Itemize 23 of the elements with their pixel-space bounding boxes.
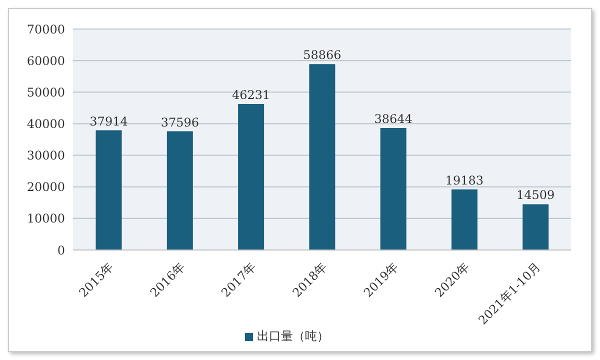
y-tick-label: 60000 xyxy=(26,54,65,68)
y-tick-label: 10000 xyxy=(26,212,65,226)
data-label: 19183 xyxy=(445,173,484,188)
data-label: 14509 xyxy=(516,188,555,202)
bar xyxy=(380,128,406,250)
bar xyxy=(96,130,122,250)
y-tick-label: 40000 xyxy=(26,116,65,131)
bar xyxy=(522,204,549,250)
y-tick-label: 50000 xyxy=(26,85,65,100)
bar xyxy=(309,64,336,250)
y-tick-label: 0 xyxy=(57,243,65,258)
bar xyxy=(238,104,264,250)
y-tick-label: 70000 xyxy=(26,22,65,36)
data-label: 46231 xyxy=(232,88,270,102)
data-label: 38644 xyxy=(374,112,413,126)
data-label: 37596 xyxy=(160,115,199,130)
bar xyxy=(166,131,193,250)
y-tick-label: 20000 xyxy=(26,180,65,194)
y-tick-label: 30000 xyxy=(26,148,65,163)
data-label: 37914 xyxy=(90,114,128,128)
data-label: 58866 xyxy=(303,48,342,62)
bar xyxy=(451,189,478,250)
legend-label: 出口量（吨） xyxy=(257,329,329,343)
